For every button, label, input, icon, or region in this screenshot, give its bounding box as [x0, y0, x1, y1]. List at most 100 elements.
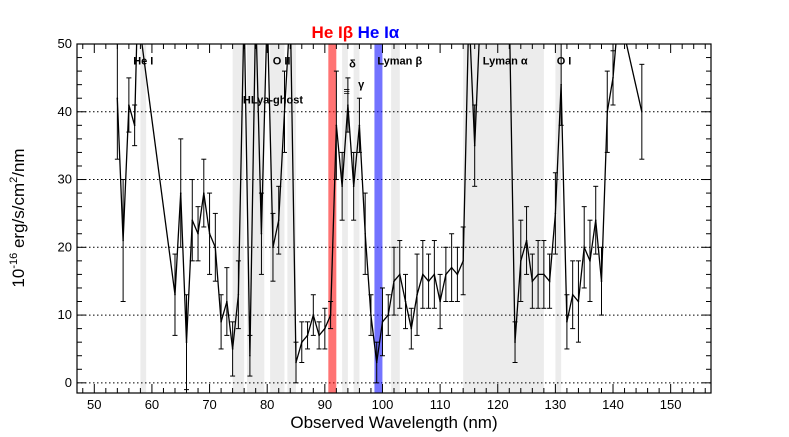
- data-point-29: [312, 314, 315, 316]
- x-tick-label-100: 100: [372, 397, 394, 412]
- x-tick-label-70: 70: [202, 397, 216, 412]
- shaded-band-6: [353, 44, 360, 393]
- y-axis-label: 10-16 erg/s/cm2/nm: [8, 148, 28, 287]
- data-point-2: [128, 104, 130, 106]
- data-point-49: [427, 280, 430, 282]
- y-tick-label-10: 10: [58, 307, 72, 322]
- data-point-18: [249, 354, 251, 357]
- data-point-1: [122, 239, 124, 242]
- data-point-7: [185, 341, 188, 343]
- data-point-9: [197, 232, 199, 235]
- data-point-62: [525, 239, 528, 242]
- data-point-78: [618, 9, 620, 11]
- data-point-63: [531, 280, 534, 282]
- data-point-69: [566, 321, 568, 323]
- x-tick-label-50: 50: [87, 397, 101, 412]
- data-point-70: [571, 293, 574, 296]
- x-axis-ticks: 50 60 70 80 90 100 110 120 130 140 150: [82, 44, 706, 412]
- highlight-band-1: [374, 44, 383, 393]
- data-point-16: [237, 293, 240, 296]
- x-tick-label-80: 80: [260, 397, 274, 412]
- data-point-61: [520, 260, 522, 262]
- annotation-0: He I: [133, 55, 153, 67]
- annotation-1: O II: [273, 55, 291, 67]
- data-point-52: [445, 273, 447, 276]
- data-point-64: [537, 273, 539, 276]
- data-point-19: [255, 9, 257, 11]
- annotation-3: δ: [349, 59, 356, 71]
- data-point-11: [208, 232, 211, 235]
- annotation-8: O I: [557, 55, 572, 67]
- data-point-22: [272, 246, 274, 249]
- data-point-43: [393, 280, 395, 282]
- data-point-72: [583, 246, 585, 249]
- highlight-band-0: [328, 44, 337, 393]
- data-point-75: [600, 280, 603, 282]
- shaded-band-8: [463, 44, 544, 393]
- data-point-46: [410, 327, 413, 330]
- data-point-45: [404, 300, 407, 303]
- data-point-76: [606, 110, 609, 113]
- shaded-band-4: [287, 44, 297, 393]
- shaded-band-5: [342, 44, 348, 393]
- highlight-lines: [328, 44, 383, 393]
- data-point-77: [612, 77, 614, 79]
- data-point-24: [283, 110, 286, 113]
- data-point-51: [439, 300, 441, 303]
- header-labels: He Iβ He Iα: [312, 23, 400, 42]
- x-tick-label-130: 130: [545, 397, 567, 412]
- data-point-26: [295, 361, 297, 364]
- highlight-label-0: He Iβ: [312, 23, 354, 42]
- data-point-48: [422, 273, 424, 276]
- data-point-27: [300, 341, 303, 343]
- data-point-53: [450, 266, 453, 269]
- y-tick-label-20: 20: [58, 239, 72, 254]
- data-point-14: [226, 300, 228, 303]
- annotation-5: ≡: [344, 86, 350, 98]
- annotations: He I O II HLya-ghost δγ ≡ Lyman β Lyman α O I: [133, 55, 571, 106]
- data-point-66: [548, 280, 551, 282]
- data-point-59: [508, 9, 510, 11]
- annotation-7: Lyman α: [483, 55, 528, 67]
- data-point-30: [318, 334, 320, 337]
- shaded-band-7: [391, 44, 400, 393]
- data-point-56: [468, 9, 470, 11]
- data-point-47: [416, 293, 418, 296]
- y-tick-label-40: 40: [58, 104, 72, 119]
- data-point-68: [560, 83, 562, 86]
- data-point-73: [589, 260, 591, 262]
- data-point-3: [133, 124, 136, 127]
- data-point-13: [220, 321, 222, 323]
- shaded-band-9: [555, 44, 562, 393]
- y-tick-label-50: 50: [58, 36, 72, 51]
- data-point-6: [179, 192, 182, 194]
- y-axis-ticks: 0 10 20 30 40 50: [58, 36, 711, 390]
- data-point-4: [137, 9, 139, 11]
- data-point-35: [347, 104, 349, 106]
- x-tick-label-60: 60: [145, 397, 159, 412]
- data-point-12: [214, 246, 217, 249]
- data-point-44: [398, 273, 401, 276]
- y-tick-label-0: 0: [65, 375, 72, 390]
- data-point-42: [387, 314, 390, 316]
- data-point-60: [514, 341, 516, 343]
- data-point-0: [116, 97, 119, 100]
- data-point-17: [243, 9, 245, 11]
- data-point-40: [375, 361, 378, 364]
- x-tick-label-140: 140: [602, 397, 624, 412]
- x-tick-label-150: 150: [660, 397, 682, 412]
- data-point-32: [329, 314, 332, 316]
- data-point-37: [358, 124, 361, 127]
- y-tick-label-30: 30: [58, 172, 72, 187]
- flux-line: [116, 9, 643, 364]
- data-point-20: [260, 232, 263, 235]
- x-tick-label-110: 110: [430, 397, 451, 412]
- data-point-5: [174, 293, 176, 296]
- data-point-21: [266, 9, 268, 11]
- data-point-23: [277, 219, 280, 221]
- annotation-4: γ: [358, 79, 365, 91]
- x-axis-label: Observed Wavelength (nm): [290, 413, 497, 432]
- data-point-34: [341, 185, 343, 188]
- x-tick-label-90: 90: [318, 397, 332, 412]
- data-point-74: [594, 219, 597, 221]
